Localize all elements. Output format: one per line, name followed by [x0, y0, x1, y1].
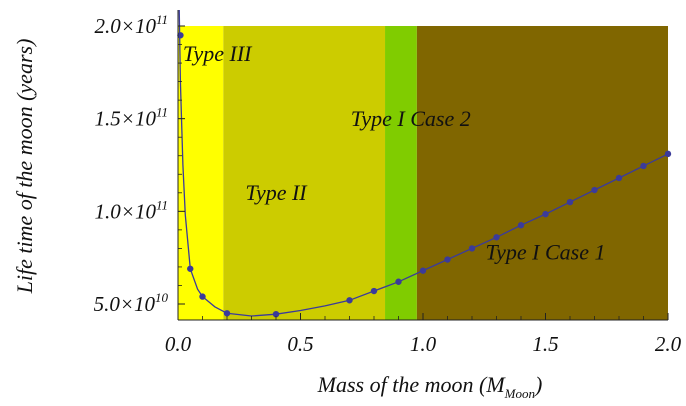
y-tick-label-1: 1.0×1011: [95, 197, 168, 223]
x-tick-label-3: 1.5: [532, 332, 558, 356]
data-point-8: [419, 267, 427, 274]
y-tick-label-3: 2.0×1011: [95, 12, 168, 38]
region-label-3: Type I Case 1: [486, 240, 606, 265]
x-ticks: 0.0 0.5 1.0 1.5 2.0: [165, 313, 682, 356]
x-tick-label-1: 0.5: [287, 332, 313, 356]
data-point-5: [346, 297, 353, 304]
data-point-14: [566, 198, 574, 206]
region-labels: Type III Type II Type I Case 2 Type I Case …: [183, 41, 606, 264]
data-point-16: [615, 174, 623, 182]
data-point-0: [177, 32, 184, 39]
x-tick-label-4: 2.0: [655, 332, 682, 356]
data-point-12: [517, 222, 525, 229]
x-axis-label-close: ): [533, 372, 542, 397]
y-tick-label-2: 1.5×1011: [95, 105, 168, 131]
data-point-3: [223, 310, 231, 317]
region-band-3: [416, 26, 668, 320]
data-point-4: [272, 310, 280, 318]
data-point-17: [640, 162, 647, 170]
data-point-9: [444, 256, 451, 263]
x-axis-label-main: Mass of the moon (M: [317, 372, 507, 397]
y-tick-label-0: 5.0×1010: [94, 290, 169, 316]
data-point-7: [395, 278, 402, 285]
y-axis-label: Life time of the moon (years): [12, 39, 37, 295]
region-label-0: Type III: [183, 41, 253, 66]
x-axis-label: Mass of the moon (MMoon): [317, 372, 543, 401]
regions: [178, 26, 668, 320]
region-band-1: [223, 26, 386, 320]
region-label-2: Type I Case 2: [351, 106, 471, 131]
data-point-11: [493, 234, 500, 241]
data-point-13: [542, 210, 549, 218]
data-point-10: [468, 245, 476, 252]
data-point-18: [664, 150, 672, 158]
y-ticks: 5.0×1010 1.0×1011 1.5×1011 2.0×1011: [94, 12, 185, 316]
data-point-1: [187, 265, 194, 272]
region-band-0: [178, 26, 224, 320]
region-band-2: [385, 26, 417, 320]
data-point-2: [199, 293, 206, 300]
data-point-15: [591, 186, 598, 194]
x-axis-label-subscript: Moon: [504, 386, 535, 401]
data-point-6: [370, 287, 378, 295]
x-tick-label-2: 1.0: [410, 332, 437, 356]
region-label-1: Type II: [245, 180, 308, 205]
points-layer: [177, 32, 672, 318]
x-tick-label-0: 0.0: [165, 332, 192, 356]
